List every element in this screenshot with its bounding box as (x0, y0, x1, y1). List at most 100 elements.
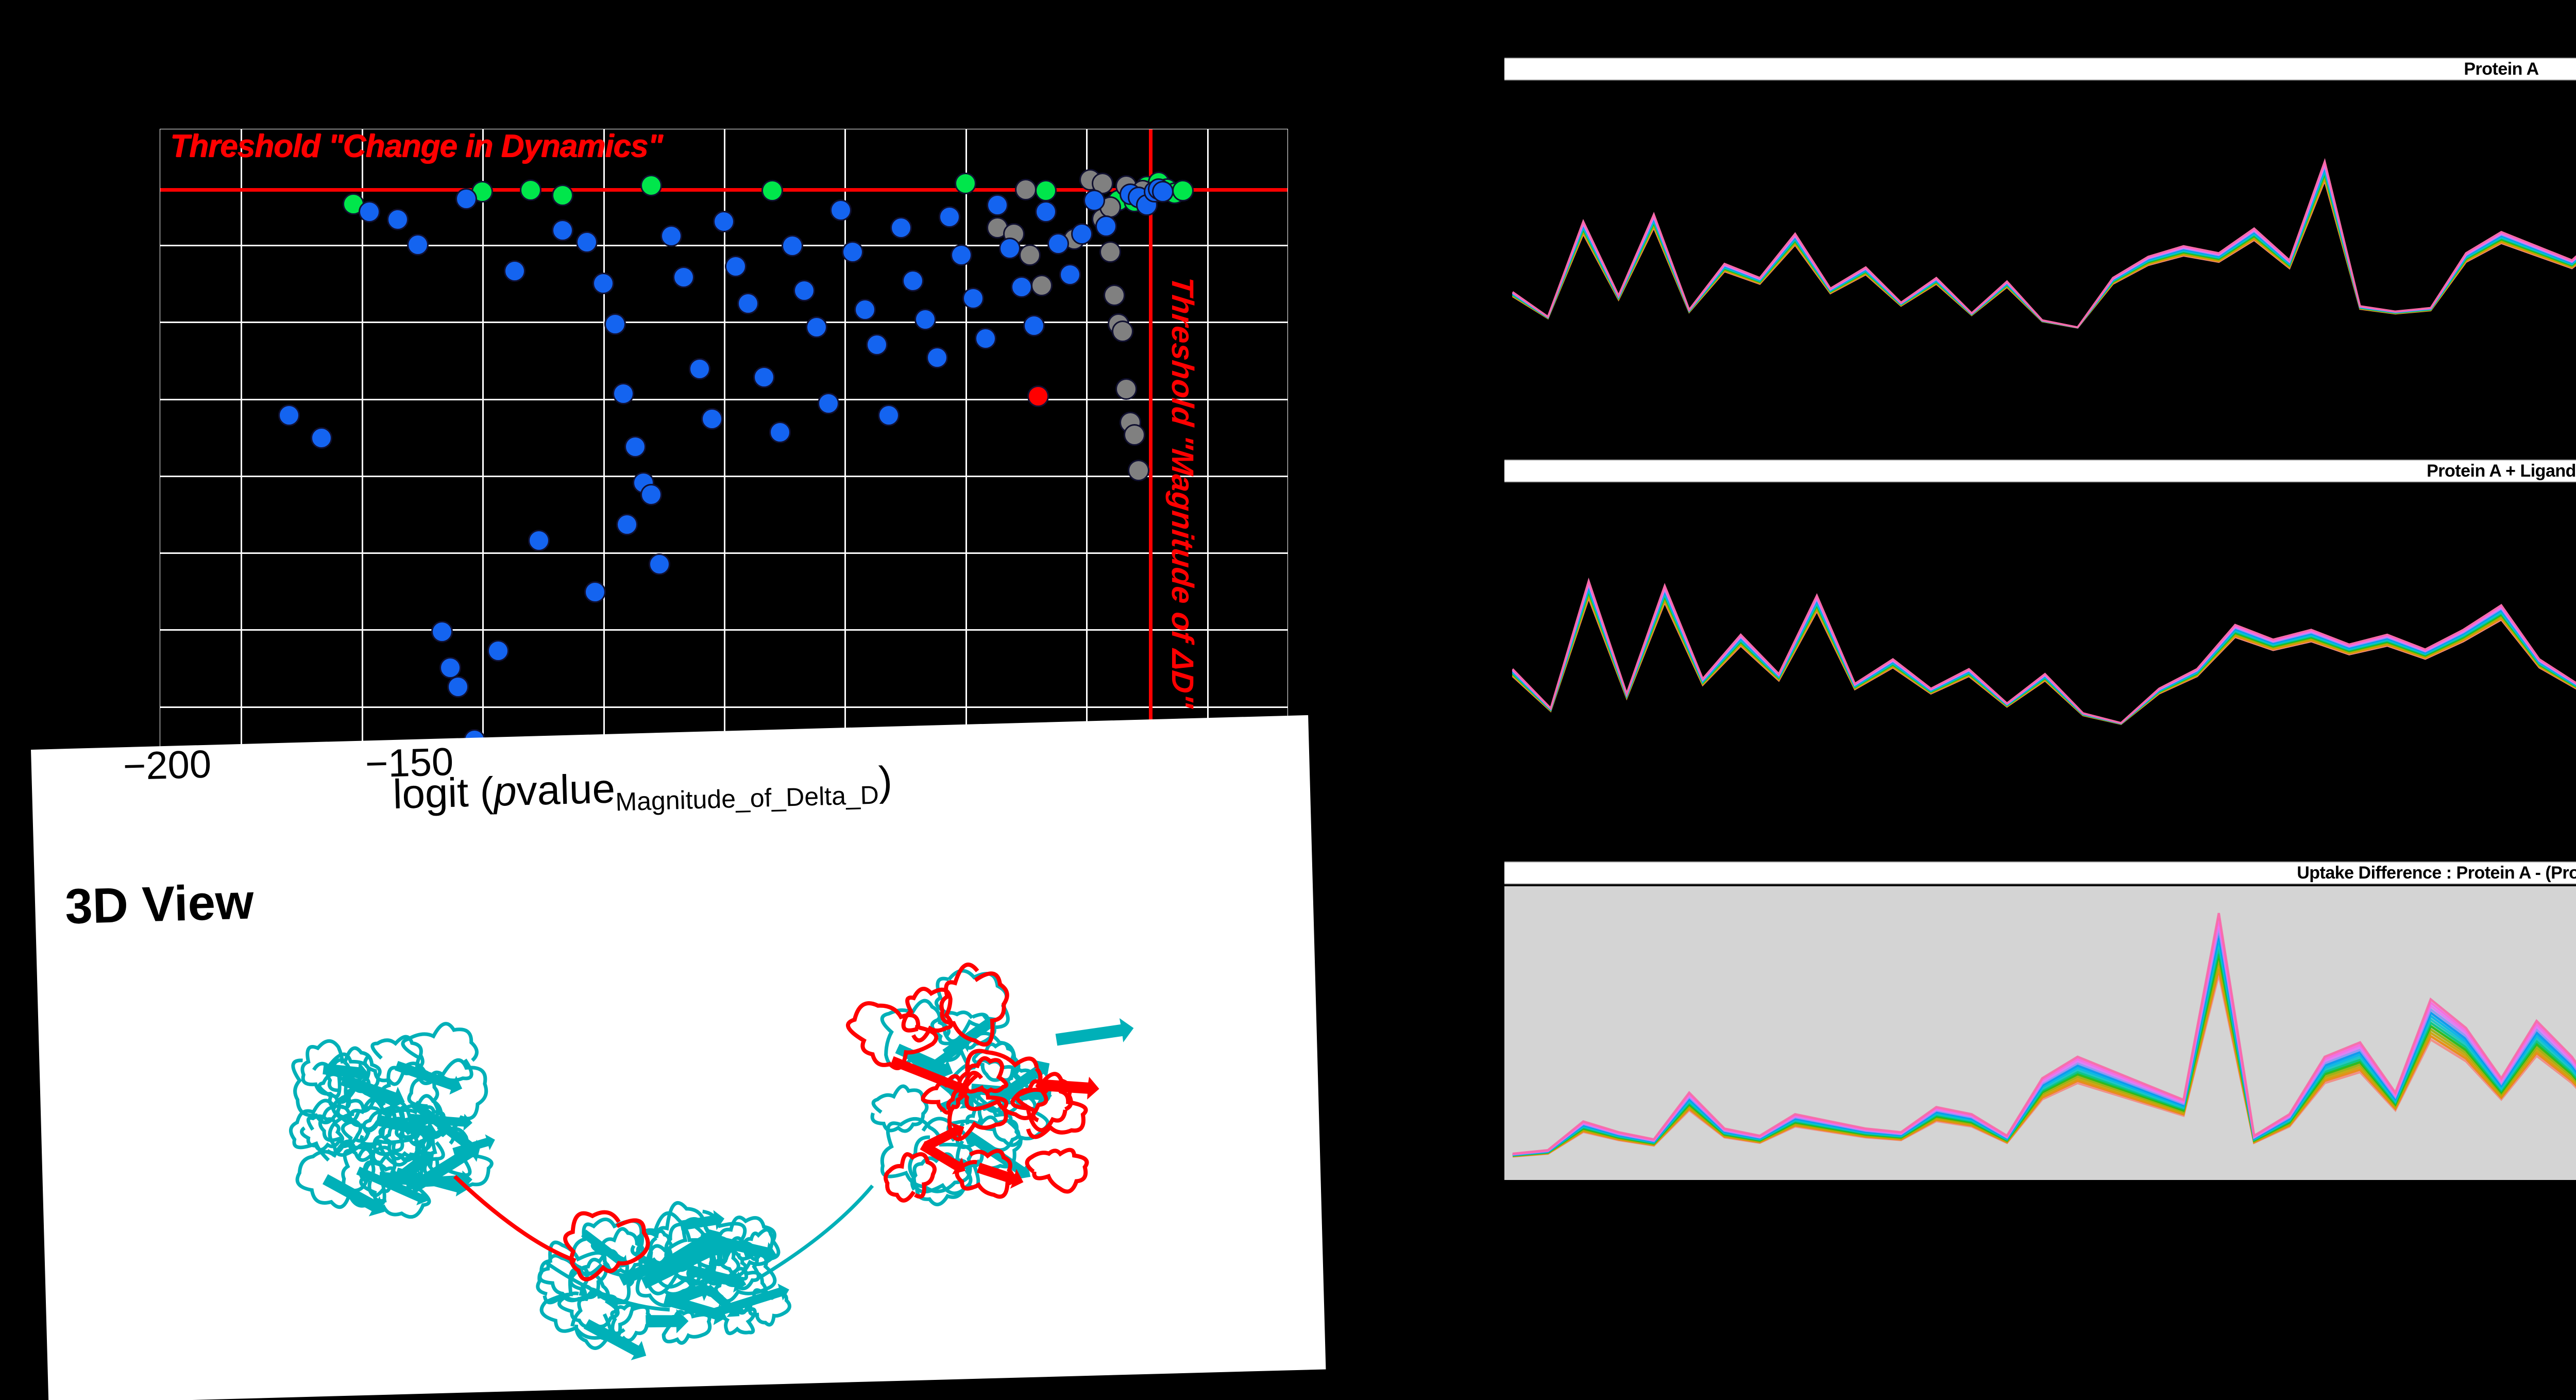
scatter-point-non-significant[interactable] (552, 219, 574, 241)
scatter-point-non-significant[interactable] (624, 435, 647, 458)
scatter-point-significant-both[interactable] (552, 184, 574, 206)
scatter-point-non-significant[interactable] (829, 199, 852, 221)
scatter-point-non-significant[interactable] (1059, 263, 1081, 285)
gridline-vertical (482, 129, 484, 754)
scatter-point-non-significant[interactable] (278, 404, 300, 427)
uptake-plot-protein-a-ligand[interactable] (1504, 484, 2576, 742)
scatter-point-non-significant[interactable] (612, 383, 634, 405)
scatter-point-non-significant[interactable] (310, 427, 332, 449)
uptake-trace-svg (1512, 577, 2576, 725)
scatter-point-non-significant[interactable] (878, 404, 900, 427)
scatter-point-significant-both[interactable] (519, 179, 541, 201)
scatter-point-non-significant[interactable] (725, 255, 747, 277)
scatter-point-non-significant[interactable] (701, 408, 723, 430)
scatter-point-significant-both[interactable] (954, 173, 976, 195)
uptake-panel-protein-a-ligand[interactable]: Protein A + Ligand (1484, 453, 2576, 742)
scatter-point-non-significant[interactable] (487, 640, 510, 662)
scatter-point-non-significant[interactable] (640, 484, 663, 506)
scatter-point-non-significant[interactable] (592, 272, 614, 294)
scatter-point-non-significant[interactable] (890, 217, 912, 239)
scatter-point-non-significant[interactable] (1011, 276, 1033, 298)
scatter-point-non-significant[interactable] (455, 188, 477, 210)
gridline-horizontal (160, 475, 1287, 477)
scatter-point-significant-magnitude[interactable] (1115, 378, 1138, 400)
uptake-trace-line (1512, 163, 2576, 329)
uptake-plot-difference[interactable] (1504, 886, 2576, 1180)
threshold-magnitude-of-delta-d-label: Threshold "Magnitude of ΔD" (1165, 274, 1200, 710)
scatter-point-non-significant[interactable] (753, 366, 775, 388)
scatter-point-non-significant[interactable] (1071, 223, 1093, 245)
x-axis-label-fn: logit ( (392, 768, 495, 818)
scatter-point-non-significant[interactable] (987, 194, 1009, 216)
scatter-point-non-significant[interactable] (902, 269, 924, 292)
scatter-point-non-significant[interactable] (431, 621, 453, 643)
scatter-point-non-significant[interactable] (842, 241, 864, 263)
scatter-point-non-significant[interactable] (447, 676, 469, 698)
scatter-point-non-significant[interactable] (689, 358, 711, 380)
gridline-vertical (1086, 129, 1088, 754)
scatter-point-non-significant[interactable] (1083, 190, 1105, 212)
scatter-point-significant-magnitude[interactable] (1031, 275, 1053, 297)
scatter-point-non-significant[interactable] (672, 266, 694, 289)
scatter-point-significant-magnitude[interactable] (1127, 460, 1149, 482)
scatter-point-non-significant[interactable] (737, 292, 759, 314)
scatter-point-non-significant[interactable] (439, 657, 461, 679)
uptake-plot-protein-a[interactable] (1504, 82, 2576, 340)
scatter-point-significant-magnitude[interactable] (1103, 284, 1125, 306)
3d-view-card[interactable]: −200 −150 logit (pvalueMagnitude_of_Delt… (31, 715, 1326, 1400)
scatter-point-non-significant[interactable] (503, 260, 526, 282)
uptake-panel-difference[interactable]: Uptake Difference : Protein A - (Protein… (1484, 855, 2576, 1195)
scatter-point-non-significant[interactable] (387, 209, 409, 231)
scatter-point-non-significant[interactable] (1047, 233, 1069, 255)
scatter-point-non-significant[interactable] (938, 206, 960, 228)
scatter-point-non-significant[interactable] (793, 279, 816, 301)
scatter-point-non-significant[interactable] (604, 313, 626, 335)
scatter-point-non-significant[interactable] (660, 225, 683, 247)
uptake-trace-line (1512, 586, 2576, 724)
uptake-trace-line (1512, 579, 2576, 724)
scatter-point-outlier[interactable] (1027, 385, 1049, 407)
scatter-point-non-significant[interactable] (974, 327, 996, 349)
scatter-point-significant-magnitude[interactable] (1019, 244, 1041, 266)
threshold-line-vertical[interactable] (1149, 129, 1153, 754)
scatter-point-non-significant[interactable] (866, 334, 888, 356)
scatter-point-non-significant[interactable] (359, 201, 381, 223)
scatter-point-significant-both[interactable] (1172, 179, 1194, 201)
scatter-point-significant-magnitude[interactable] (1099, 241, 1122, 263)
scatter-point-non-significant[interactable] (781, 234, 803, 257)
scatter-point-non-significant[interactable] (1035, 201, 1057, 223)
scatter-point-non-significant[interactable] (407, 233, 429, 256)
scatter-point-non-significant[interactable] (616, 513, 638, 535)
scatter-point-significant-both[interactable] (1035, 180, 1057, 202)
scatter-point-non-significant[interactable] (951, 244, 973, 266)
scatter-point-non-significant[interactable] (1095, 215, 1117, 238)
scatter-point-significant-magnitude[interactable] (1124, 424, 1146, 446)
scatter-point-non-significant[interactable] (584, 581, 606, 603)
uptake-panel-protein-a[interactable]: Protein A (1484, 52, 2576, 340)
scatter-point-non-significant[interactable] (1023, 314, 1045, 336)
volcano-plot-panel: Threshold "Change in Dynamics" Threshold… (0, 0, 1391, 817)
scatter-point-significant-both[interactable] (761, 179, 783, 201)
protein-ribbon-structure[interactable] (207, 935, 1196, 1384)
threshold-line-horizontal[interactable] (160, 188, 1287, 192)
uptake-trace-line (1512, 173, 2576, 329)
volcano-plot-area[interactable] (160, 129, 1288, 755)
scatter-point-non-significant[interactable] (1151, 181, 1174, 203)
scatter-point-non-significant[interactable] (648, 553, 670, 576)
scatter-point-non-significant[interactable] (854, 298, 876, 321)
scatter-point-non-significant[interactable] (998, 238, 1021, 260)
scatter-point-non-significant[interactable] (926, 347, 948, 369)
scatter-point-significant-both[interactable] (640, 175, 663, 197)
scatter-point-non-significant[interactable] (818, 392, 840, 414)
scatter-point-non-significant[interactable] (914, 308, 936, 330)
uptake-trace-line (1512, 577, 2576, 724)
scatter-point-non-significant[interactable] (805, 316, 827, 339)
scatter-point-non-significant[interactable] (576, 231, 598, 254)
x-axis-label-subscript: Magnitude_of_Delta_D (615, 780, 879, 817)
scatter-point-non-significant[interactable] (769, 421, 791, 443)
scatter-point-non-significant[interactable] (713, 211, 735, 233)
scatter-point-significant-magnitude[interactable] (1111, 320, 1133, 342)
scatter-point-non-significant[interactable] (528, 529, 550, 551)
scatter-point-significant-magnitude[interactable] (1015, 178, 1037, 200)
scatter-point-non-significant[interactable] (962, 288, 985, 310)
